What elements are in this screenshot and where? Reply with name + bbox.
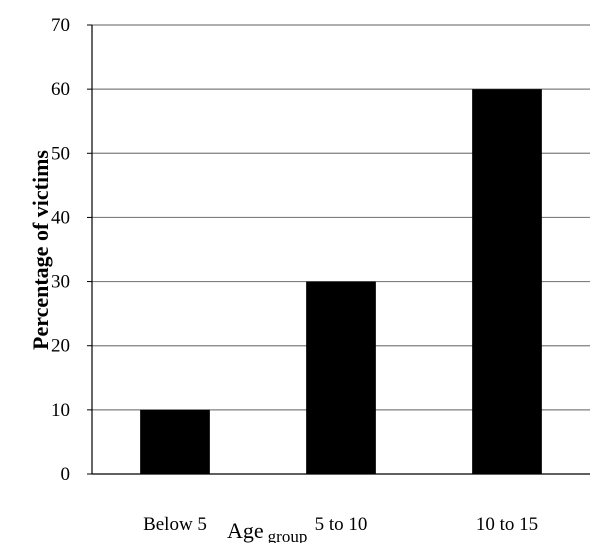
x-axis-label: Age group bbox=[227, 518, 307, 543]
bars bbox=[140, 89, 542, 475]
y-tick-label-70: 70 bbox=[51, 15, 70, 36]
x-category-labels: Below 5 5 to 10 10 to 15 bbox=[143, 514, 538, 535]
y-tick-label-30: 30 bbox=[51, 272, 70, 293]
y-tick-label-50: 50 bbox=[51, 143, 70, 164]
x-category-label-1: 5 to 10 bbox=[315, 514, 368, 535]
y-tick-label-20: 20 bbox=[51, 336, 70, 357]
x-axis-label-sub: group bbox=[268, 527, 308, 543]
y-tick-label-60: 60 bbox=[51, 79, 70, 100]
y-tick-labels: 0 10 20 30 40 50 60 70 bbox=[51, 15, 70, 485]
axes bbox=[87, 24, 590, 475]
y-axis-label: Percentage of victims bbox=[28, 150, 53, 350]
x-axis-label-main: Age bbox=[227, 518, 264, 543]
y-tick-label-40: 40 bbox=[51, 207, 70, 228]
y-tick-label-10: 10 bbox=[51, 400, 70, 421]
bar-0 bbox=[140, 409, 210, 474]
x-category-label-2: 10 to 15 bbox=[476, 514, 538, 535]
bar-1 bbox=[306, 281, 376, 474]
y-tick-label-0: 0 bbox=[61, 464, 71, 485]
bar-2 bbox=[472, 89, 542, 475]
x-category-label-0: Below 5 bbox=[143, 514, 207, 535]
